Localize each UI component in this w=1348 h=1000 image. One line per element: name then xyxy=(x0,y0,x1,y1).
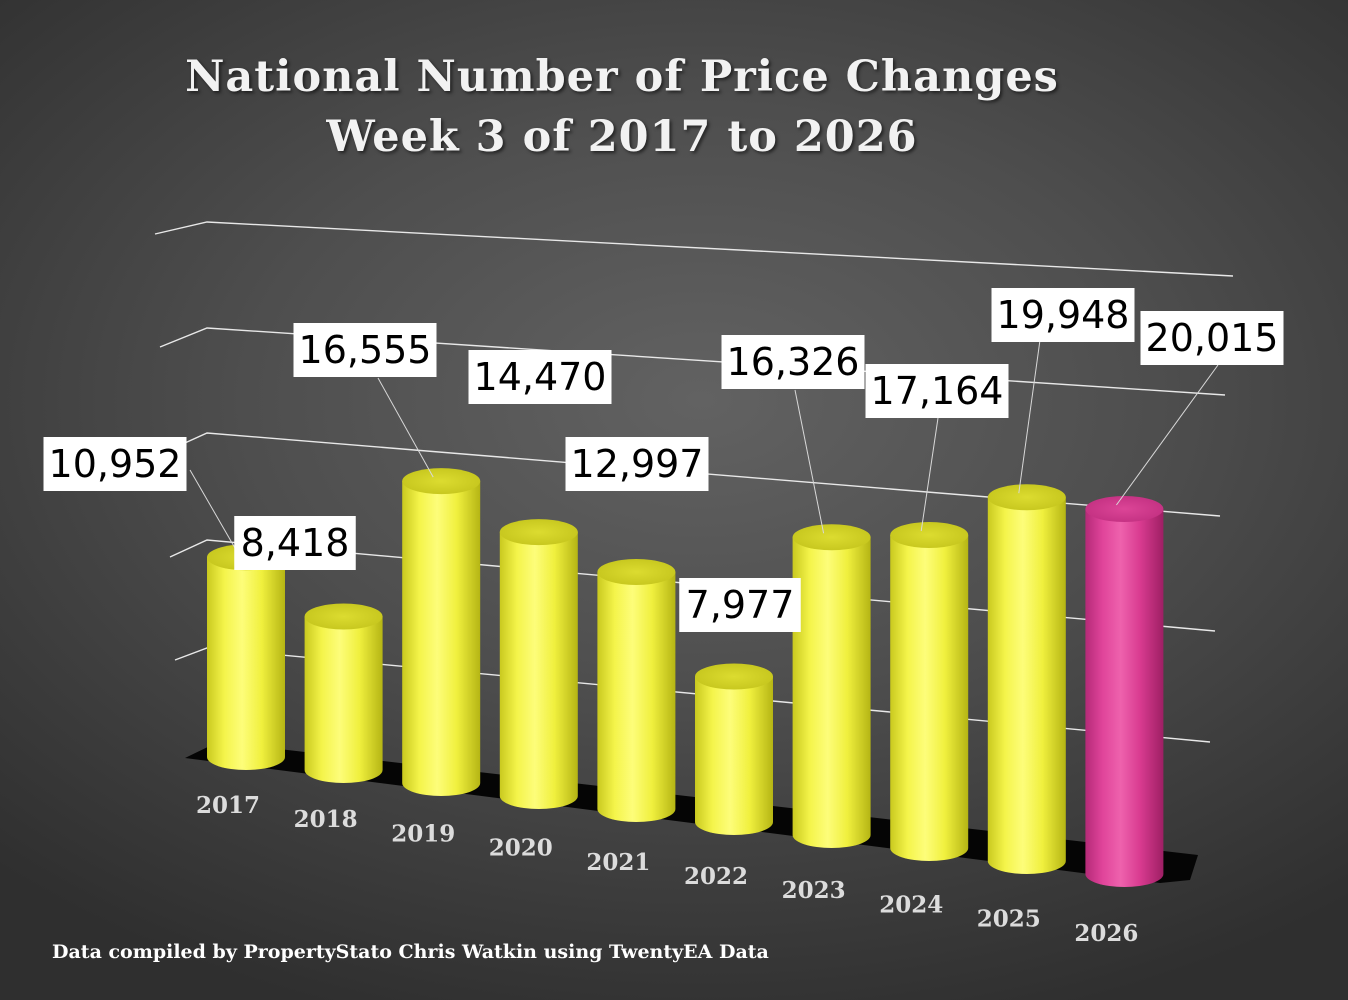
bar-body xyxy=(890,534,969,862)
bar-top xyxy=(304,603,383,630)
bar-top xyxy=(987,484,1066,511)
bar-2022 xyxy=(695,663,773,835)
data-label-box xyxy=(1140,311,1284,365)
data-label-value: 12,997 xyxy=(571,442,704,486)
bar-2026 xyxy=(1085,496,1164,888)
data-label-box xyxy=(865,364,1009,418)
bar-top xyxy=(695,663,773,690)
bar-body xyxy=(597,571,676,822)
data-label-2020: 14,470 xyxy=(468,350,612,404)
leader-line-2025 xyxy=(1018,339,1041,494)
x-tick-label: 2021 xyxy=(586,849,650,876)
data-label-value: 8,418 xyxy=(241,521,350,565)
leader-lines xyxy=(189,339,1219,554)
x-tick-label: 2018 xyxy=(294,806,358,833)
data-label-2023: 16,326 xyxy=(721,335,865,389)
gridline xyxy=(154,221,1234,277)
bar-2024 xyxy=(890,521,969,862)
data-label-2019: 16,555 xyxy=(293,323,437,377)
bar-2017 xyxy=(207,544,285,770)
bar-top xyxy=(890,521,969,548)
x-tick-label: 2024 xyxy=(879,891,943,918)
bar-2019 xyxy=(402,468,481,796)
data-label-value: 10,952 xyxy=(49,442,182,486)
leader-line-2019 xyxy=(377,377,434,478)
data-label-value: 20,015 xyxy=(1146,316,1279,360)
source-note: Data compiled by PropertyStato Chris Wat… xyxy=(52,941,769,963)
bar-top xyxy=(792,524,871,551)
data-labels: 10,952 8,418 16,555 14,470 12,997 7,977 16,326… xyxy=(43,288,1284,632)
data-label-value: 16,326 xyxy=(727,340,860,384)
data-label-2018: 8,418 xyxy=(234,516,356,570)
x-tick-label: 2026 xyxy=(1074,920,1138,947)
data-label-box xyxy=(679,578,801,632)
chart-subtitle: Week 3 of 2017 to 2026 xyxy=(326,112,918,162)
data-label-2025: 19,948 xyxy=(991,288,1135,342)
data-label-2022: 7,977 xyxy=(679,578,801,632)
data-label-2024: 17,164 xyxy=(865,364,1009,418)
x-tick-label: 2017 xyxy=(196,792,260,819)
leader-line-2026 xyxy=(1115,364,1219,506)
data-label-box xyxy=(43,437,187,491)
bar-top xyxy=(597,558,676,585)
bar-body xyxy=(1085,509,1164,888)
gridline xyxy=(169,539,1216,632)
x-tick-label: 2025 xyxy=(977,906,1041,933)
bar-body xyxy=(402,481,481,796)
leader-line-2017 xyxy=(189,469,239,554)
data-label-value: 19,948 xyxy=(997,293,1130,337)
bar-top xyxy=(1085,496,1164,522)
data-label-value: 7,977 xyxy=(686,583,795,627)
bar-2020 xyxy=(499,519,578,809)
x-tick-label: 2020 xyxy=(489,835,553,862)
leader-line-2024 xyxy=(920,417,939,532)
x-tick-label: 2022 xyxy=(684,863,748,890)
bar-2023 xyxy=(792,524,871,849)
data-label-value: 17,164 xyxy=(871,369,1004,413)
data-label-box xyxy=(234,516,356,570)
leader-line-2023 xyxy=(794,389,825,534)
data-label-box xyxy=(565,437,709,491)
x-tick-label: 2023 xyxy=(782,877,846,904)
bars xyxy=(207,468,1164,888)
bar-top xyxy=(499,519,578,546)
data-label-box xyxy=(468,350,612,404)
data-label-box xyxy=(721,335,865,389)
data-label-box xyxy=(293,323,437,377)
data-label-2026: 20,015 xyxy=(1140,311,1284,365)
bar-body xyxy=(304,616,383,783)
x-tick-label: 2019 xyxy=(391,820,455,847)
chart-title: National Number of Price Changes xyxy=(185,52,1059,102)
bar-body xyxy=(792,537,871,849)
bar-2021 xyxy=(597,558,676,822)
bar-body xyxy=(207,557,285,770)
data-label-value: 16,555 xyxy=(299,328,432,372)
bar-2025 xyxy=(987,484,1066,874)
bar-body xyxy=(695,676,773,835)
data-label-value: 14,470 xyxy=(474,355,607,399)
bar-top xyxy=(402,468,481,495)
bar-body xyxy=(499,532,578,809)
bar-body xyxy=(987,497,1066,874)
data-label-2017: 10,952 xyxy=(43,437,187,491)
data-label-box xyxy=(991,288,1135,342)
data-label-2021: 12,997 xyxy=(565,437,709,491)
x-axis-labels: 2017 2018 2019 2020 2021 2022 2023 2024 2025 2026 xyxy=(196,792,1138,947)
bar-2018 xyxy=(304,603,383,783)
